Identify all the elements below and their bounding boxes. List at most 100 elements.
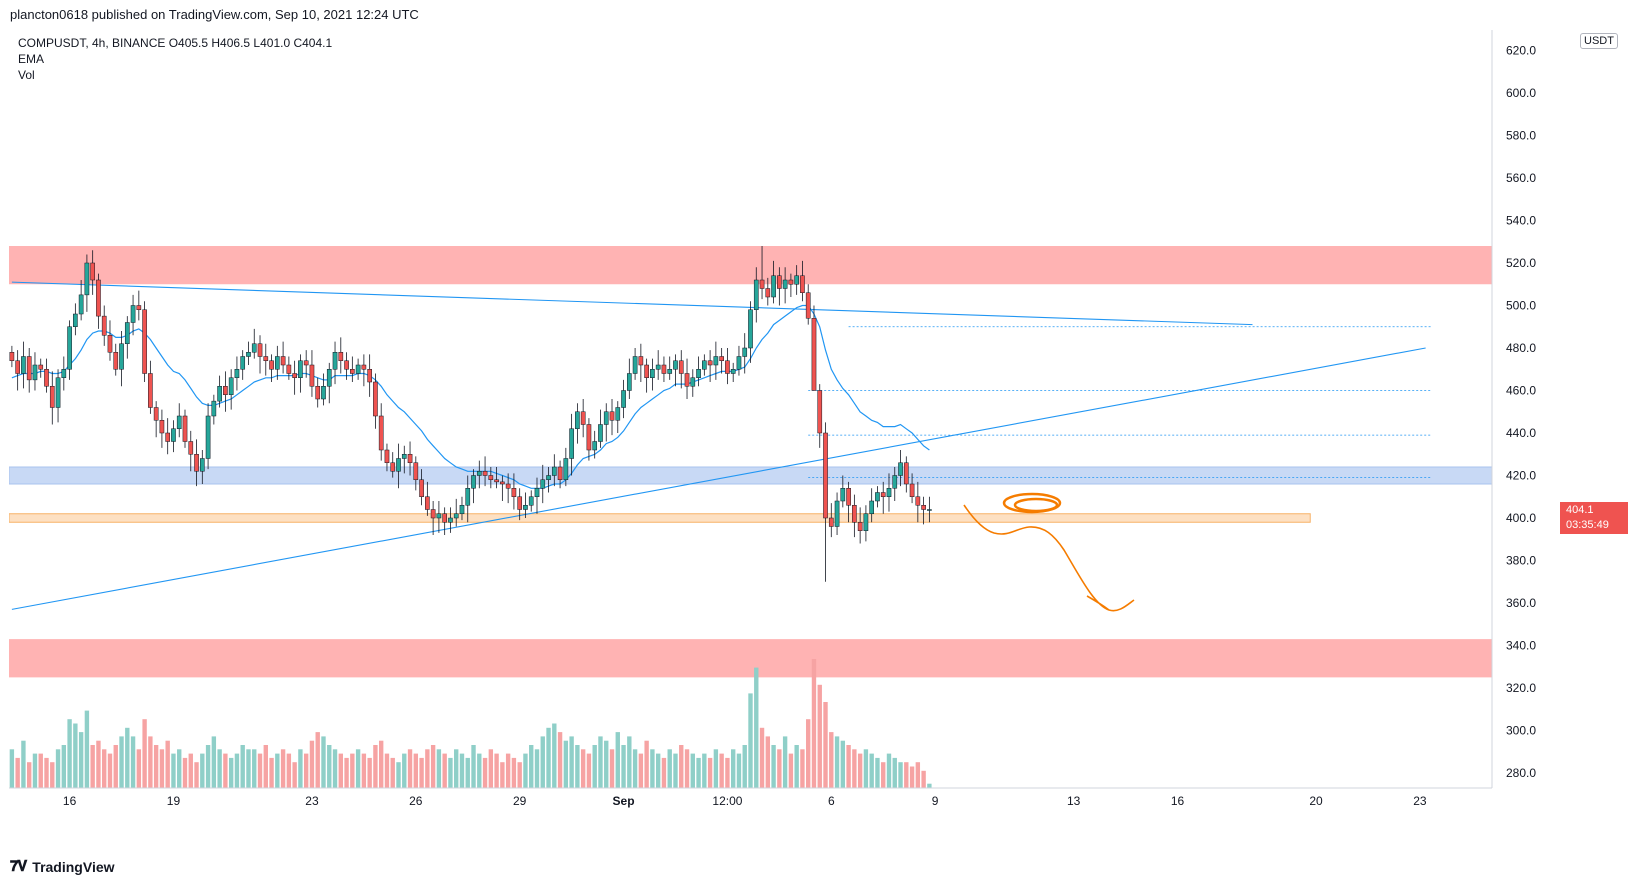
- volume-bar: [130, 736, 136, 788]
- volume-bar: [96, 740, 101, 788]
- price-tick-label: 560.0: [1506, 171, 1536, 185]
- volume-bar: [459, 753, 465, 788]
- volume-bar: [800, 749, 805, 788]
- candle-body: [707, 360, 713, 366]
- volume-bar: [557, 732, 563, 788]
- volume-bar: [448, 757, 453, 788]
- volume-bar: [454, 749, 459, 788]
- candle-body: [373, 381, 378, 417]
- candle-body: [892, 475, 898, 489]
- tradingview-logo-icon: 𝟕𝐕: [10, 858, 27, 875]
- candle-body: [274, 356, 280, 370]
- candle-body: [817, 390, 823, 434]
- candle-body: [702, 360, 707, 370]
- time-tick-label: 20: [1309, 794, 1323, 808]
- support-zone-orange: [9, 513, 1311, 523]
- volume-bar: [517, 762, 522, 788]
- candle-body: [390, 462, 396, 472]
- candle-body: [678, 360, 684, 374]
- volume-bar: [488, 749, 494, 788]
- ascending-trendline: [11, 347, 1426, 610]
- time-tick-label: Sep: [613, 794, 635, 808]
- volume-bar: [725, 757, 730, 788]
- volume-bar: [482, 757, 488, 788]
- volume-bar: [834, 736, 840, 788]
- candle-body: [748, 309, 753, 349]
- candle-body: [909, 483, 915, 497]
- current-price-tag: 404.1 03:35:49: [1560, 502, 1628, 534]
- candle-body: [517, 496, 523, 510]
- volume-bar: [580, 749, 586, 788]
- candle-body: [725, 360, 730, 374]
- volume-bar: [615, 732, 620, 788]
- volume-bar: [84, 710, 90, 788]
- volume-bar: [338, 753, 343, 788]
- volume-bar: [223, 753, 228, 788]
- volume-bar: [257, 753, 263, 788]
- volume-bar: [702, 753, 707, 788]
- ema-line: [11, 304, 930, 489]
- candle-body: [269, 360, 274, 370]
- candle-body: [869, 500, 875, 514]
- chart-frame[interactable]: 620.0 600.0 580.0 560.0 540.0 520.0 500.0 480.0…: [9, 30, 1632, 828]
- volume-bar: [315, 732, 320, 788]
- volume-bar: [55, 749, 61, 788]
- volume-bar: [298, 749, 303, 788]
- volume-bar: [673, 753, 678, 788]
- candle-body: [886, 488, 892, 497]
- volume-bar: [477, 753, 482, 788]
- candle-body: [176, 415, 182, 429]
- volume-bar: [500, 762, 505, 788]
- volume-bar: [650, 749, 655, 788]
- time-tick-label: 16: [1171, 794, 1185, 808]
- candle-body: [142, 309, 147, 374]
- candle-body: [84, 262, 90, 296]
- candle-body: [251, 343, 257, 353]
- candle-body: [880, 492, 886, 497]
- currency-badge[interactable]: USDT: [1580, 33, 1618, 49]
- zones-layer: [9, 246, 1493, 678]
- candle-body: [171, 428, 176, 442]
- volume-bar: [367, 757, 372, 788]
- candle-body: [303, 360, 309, 366]
- candle-body: [476, 471, 482, 476]
- candle-body: [257, 343, 263, 357]
- candle-body: [44, 369, 49, 387]
- volume-bar: [609, 749, 615, 788]
- legend-ema[interactable]: EMA: [18, 52, 45, 66]
- time-tick-label: 19: [167, 794, 181, 808]
- volume-bar: [777, 749, 782, 788]
- volume-bar: [829, 732, 834, 788]
- volume-bar: [505, 753, 511, 788]
- candle-body: [21, 356, 26, 374]
- footer-brand[interactable]: 𝟕𝐕 TradingView: [10, 858, 115, 875]
- candle-body: [419, 479, 424, 497]
- candle-body: [223, 386, 228, 395]
- candle-body: [459, 505, 465, 514]
- candle-body: [401, 454, 407, 459]
- volume-bar: [759, 727, 765, 788]
- time-tick-label: 6: [828, 794, 835, 808]
- volume-bar: [234, 753, 240, 788]
- candle-body: [430, 509, 436, 519]
- candle-body: [621, 390, 626, 408]
- volume-bar: [350, 753, 355, 788]
- candle-body: [436, 513, 442, 519]
- price-chart[interactable]: 620.0 600.0 580.0 560.0 540.0 520.0 500.0 480.0…: [9, 30, 1632, 828]
- legend-vol[interactable]: Vol: [18, 68, 35, 82]
- chart-legend: COMPUSDT, 4h, BINANCE O405.5 H406.5 L401…: [18, 35, 332, 83]
- volume-bar: [246, 749, 251, 788]
- candle-body: [828, 517, 834, 527]
- candle-body: [788, 279, 794, 285]
- candle-body: [350, 369, 355, 374]
- candle-body: [194, 454, 199, 472]
- candle-body: [407, 454, 413, 463]
- volume-bar: [713, 749, 719, 788]
- volume-bar: [44, 757, 49, 788]
- volume-bar: [280, 749, 286, 788]
- candle-body: [442, 513, 447, 523]
- candle-body: [661, 364, 667, 374]
- volume-bar: [644, 740, 649, 788]
- candle-body: [148, 373, 153, 408]
- candle-body: [609, 411, 615, 421]
